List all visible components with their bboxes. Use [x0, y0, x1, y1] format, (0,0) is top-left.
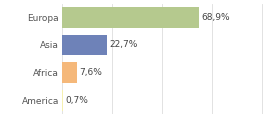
Text: 68,9%: 68,9%	[202, 13, 230, 22]
Bar	[62, 35, 107, 55]
Bar	[62, 7, 199, 28]
Bar	[62, 90, 63, 111]
Text: 22,7%: 22,7%	[109, 41, 138, 49]
Bar	[62, 62, 77, 83]
Text: 7,6%: 7,6%	[79, 68, 102, 77]
Text: 0,7%: 0,7%	[66, 96, 88, 105]
